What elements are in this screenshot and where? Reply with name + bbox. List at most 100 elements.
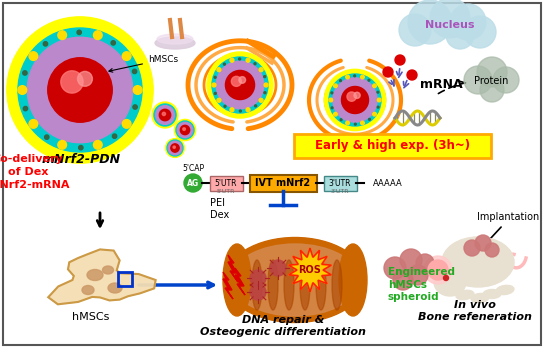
Circle shape — [44, 42, 48, 46]
Circle shape — [450, 4, 486, 40]
Circle shape — [224, 63, 225, 65]
Circle shape — [239, 77, 245, 83]
Ellipse shape — [87, 269, 103, 280]
Circle shape — [224, 105, 226, 107]
Circle shape — [132, 69, 137, 73]
Ellipse shape — [231, 244, 359, 316]
Circle shape — [393, 270, 413, 290]
Ellipse shape — [456, 290, 474, 300]
Circle shape — [416, 254, 434, 272]
Circle shape — [246, 58, 250, 62]
Circle shape — [250, 270, 266, 286]
FancyBboxPatch shape — [250, 174, 317, 191]
Circle shape — [430, 0, 470, 38]
Circle shape — [217, 98, 221, 102]
Circle shape — [377, 91, 379, 93]
Circle shape — [340, 119, 342, 121]
Circle shape — [165, 139, 184, 157]
Circle shape — [424, 256, 452, 284]
Circle shape — [175, 119, 196, 141]
Circle shape — [259, 68, 263, 72]
Ellipse shape — [284, 260, 294, 310]
Circle shape — [378, 98, 381, 102]
Text: In vivo
Bone refeneration: In vivo Bone refeneration — [418, 300, 532, 322]
Ellipse shape — [483, 290, 501, 299]
Polygon shape — [235, 268, 245, 295]
Text: Co-delivery
of Dex
& Nrf2-mRNA: Co-delivery of Dex & Nrf2-mRNA — [0, 153, 70, 190]
Text: 5'UTR: 5'UTR — [215, 179, 237, 188]
FancyBboxPatch shape — [294, 134, 491, 158]
Ellipse shape — [252, 260, 262, 310]
Text: hMSCs: hMSCs — [109, 55, 178, 72]
Circle shape — [255, 105, 257, 107]
Text: AG: AG — [187, 179, 199, 188]
Circle shape — [167, 140, 183, 156]
Circle shape — [407, 70, 417, 80]
Circle shape — [345, 75, 349, 79]
Circle shape — [354, 75, 356, 77]
Circle shape — [333, 112, 337, 116]
Ellipse shape — [268, 260, 278, 310]
Polygon shape — [223, 272, 233, 299]
Circle shape — [331, 92, 333, 94]
Circle shape — [368, 79, 370, 81]
Text: 3'UTR: 3'UTR — [329, 179, 351, 188]
Text: AAAAA: AAAAA — [373, 179, 403, 188]
Circle shape — [48, 58, 112, 122]
Text: Engineered
hMSCs
spheroid: Engineered hMSCs spheroid — [388, 267, 455, 302]
FancyBboxPatch shape — [324, 175, 356, 190]
Circle shape — [331, 107, 333, 109]
Circle shape — [18, 86, 27, 94]
Circle shape — [154, 104, 176, 126]
FancyBboxPatch shape — [209, 175, 243, 190]
Text: ROS: ROS — [299, 265, 322, 275]
Circle shape — [212, 57, 268, 113]
Circle shape — [216, 61, 264, 109]
Text: 5'CAP: 5'CAP — [182, 164, 204, 173]
Circle shape — [428, 260, 448, 280]
Text: Early & high exp. (3h~): Early & high exp. (3h~) — [316, 140, 471, 152]
Circle shape — [173, 146, 175, 148]
Circle shape — [355, 123, 356, 125]
Circle shape — [264, 76, 265, 78]
Circle shape — [94, 141, 102, 149]
Circle shape — [333, 78, 377, 122]
Circle shape — [180, 125, 190, 135]
Circle shape — [7, 17, 153, 163]
Ellipse shape — [102, 266, 114, 274]
Circle shape — [29, 120, 38, 128]
Ellipse shape — [434, 268, 466, 296]
Circle shape — [373, 84, 376, 88]
Circle shape — [159, 109, 171, 121]
Circle shape — [133, 105, 137, 109]
Circle shape — [230, 108, 234, 112]
Ellipse shape — [223, 244, 251, 316]
Circle shape — [168, 141, 182, 155]
Circle shape — [122, 120, 131, 128]
Ellipse shape — [339, 244, 367, 316]
Text: mRNA: mRNA — [420, 78, 462, 91]
Circle shape — [354, 92, 360, 98]
Circle shape — [254, 63, 256, 65]
Circle shape — [259, 98, 263, 102]
Circle shape — [45, 135, 49, 139]
Circle shape — [184, 174, 202, 192]
Polygon shape — [288, 248, 331, 292]
Circle shape — [464, 66, 492, 94]
Circle shape — [264, 92, 266, 94]
FancyBboxPatch shape — [3, 3, 541, 345]
Circle shape — [264, 83, 268, 87]
Circle shape — [400, 249, 422, 271]
Circle shape — [225, 70, 255, 100]
Circle shape — [162, 112, 165, 116]
Circle shape — [214, 76, 216, 78]
Circle shape — [493, 67, 519, 93]
Circle shape — [212, 83, 216, 87]
Circle shape — [152, 102, 178, 128]
Circle shape — [270, 260, 286, 276]
Circle shape — [113, 134, 117, 139]
Text: hMSCs: hMSCs — [72, 312, 109, 322]
Circle shape — [176, 121, 194, 139]
Circle shape — [373, 112, 376, 116]
Circle shape — [94, 31, 102, 40]
